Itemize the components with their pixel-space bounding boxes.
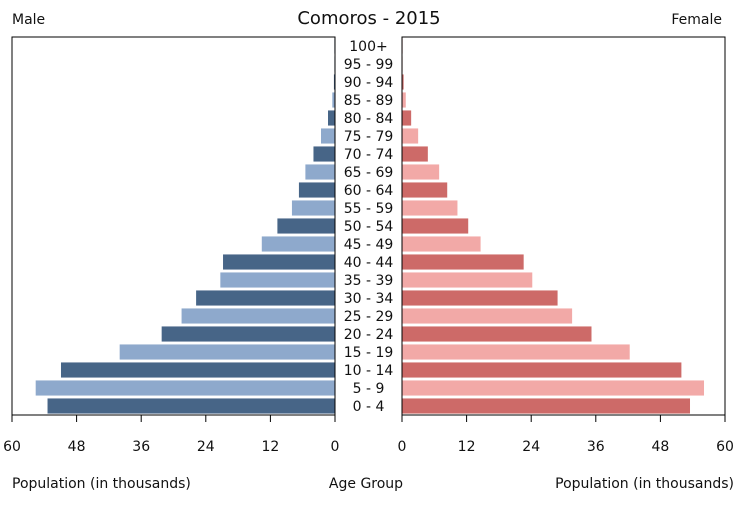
age-group-label: 20 - 24: [344, 327, 394, 343]
female-x-axis-label: Population (in thousands): [555, 476, 734, 492]
female-bar: [402, 290, 558, 306]
age-group-label: 50 - 54: [344, 219, 394, 235]
age-group-label: 40 - 44: [344, 255, 394, 271]
male-bar: [161, 326, 335, 342]
male-bar: [291, 200, 335, 216]
female-x-tick-label: 48: [651, 439, 669, 455]
chart-title: Comoros - 2015: [297, 8, 440, 29]
male-bar: [119, 344, 336, 360]
female-bar: [402, 254, 524, 270]
age-group-label: 80 - 84: [344, 111, 394, 127]
age-group-axis-label: Age Group: [329, 476, 403, 492]
age-group-label: 15 - 19: [344, 345, 394, 361]
male-bar: [333, 74, 335, 90]
female-bar: [402, 344, 630, 360]
female-bar: [402, 128, 419, 144]
female-x-tick-label: 36: [587, 439, 605, 455]
age-group-label: 30 - 34: [344, 291, 394, 307]
female-x-tick-label: 60: [716, 439, 734, 455]
female-bar: [402, 110, 412, 126]
female-side-label: Female: [671, 12, 722, 28]
female-bar: [402, 398, 691, 414]
female-bar: [402, 200, 458, 216]
female-x-tick-label: 24: [522, 439, 540, 455]
age-group-label: 25 - 29: [344, 309, 394, 325]
female-bars: [402, 38, 705, 414]
age-group-label: 5 - 9: [353, 381, 385, 397]
male-x-tick-label: 24: [197, 439, 215, 455]
female-bar: [402, 308, 573, 324]
male-x-tick-label: 60: [3, 439, 21, 455]
female-plot-frame: [401, 36, 726, 416]
male-plot-frame: [11, 36, 336, 416]
male-bar: [196, 290, 335, 306]
female-bar: [402, 164, 440, 180]
female-x-tick-label: 12: [458, 439, 476, 455]
age-group-label: 65 - 69: [344, 165, 394, 181]
age-group-label: 35 - 39: [344, 273, 394, 289]
age-group-labels: 100+ 95 - 99 90 - 94 85 - 89 80 - 84 75 - 79 7…: [344, 39, 394, 415]
male-bar: [332, 92, 335, 108]
male-x-tick-label: 0: [331, 439, 340, 455]
male-side-label: Male: [12, 12, 45, 28]
female-x-axis: 0 12 24 36 48 60: [398, 415, 734, 455]
male-bar: [223, 254, 335, 270]
male-bar: [313, 146, 335, 162]
male-bar: [298, 182, 335, 198]
male-bar: [305, 164, 335, 180]
male-bar: [277, 218, 335, 234]
male-bar: [220, 272, 335, 288]
age-group-label: 100+: [349, 39, 387, 55]
age-group-label: 55 - 59: [344, 201, 394, 217]
female-bar: [402, 182, 448, 198]
female-bar: [402, 146, 428, 162]
age-group-label: 90 - 94: [344, 75, 394, 91]
male-bar: [261, 236, 335, 252]
male-bar: [328, 110, 335, 126]
female-bar: [402, 380, 705, 396]
female-bar: [402, 218, 469, 234]
female-x-tick-label: 0: [398, 439, 407, 455]
male-x-tick-label: 12: [261, 439, 279, 455]
age-group-label: 45 - 49: [344, 237, 394, 253]
female-bar: [402, 326, 592, 342]
age-group-label: 75 - 79: [344, 129, 394, 145]
female-bar: [402, 236, 481, 252]
male-bar: [47, 398, 335, 414]
male-x-tick-label: 36: [132, 439, 150, 455]
male-x-tick-label: 48: [68, 439, 86, 455]
age-group-label: 95 - 99: [344, 57, 394, 73]
female-bar: [402, 362, 682, 378]
male-bar: [181, 308, 335, 324]
age-group-label: 10 - 14: [344, 363, 394, 379]
female-bar: [402, 272, 533, 288]
female-bar: [402, 74, 404, 90]
age-group-label: 0 - 4: [353, 399, 385, 415]
male-bars: [35, 38, 336, 414]
male-x-axis-label: Population (in thousands): [12, 476, 191, 492]
female-bar: [402, 92, 406, 108]
age-group-label: 85 - 89: [344, 93, 394, 109]
male-bar: [321, 128, 335, 144]
age-group-label: 60 - 64: [344, 183, 394, 199]
male-bar: [35, 380, 335, 396]
age-group-label: 70 - 74: [344, 147, 394, 163]
male-bar: [60, 362, 335, 378]
male-x-axis: 0 12 24 36 48 60: [3, 415, 339, 455]
